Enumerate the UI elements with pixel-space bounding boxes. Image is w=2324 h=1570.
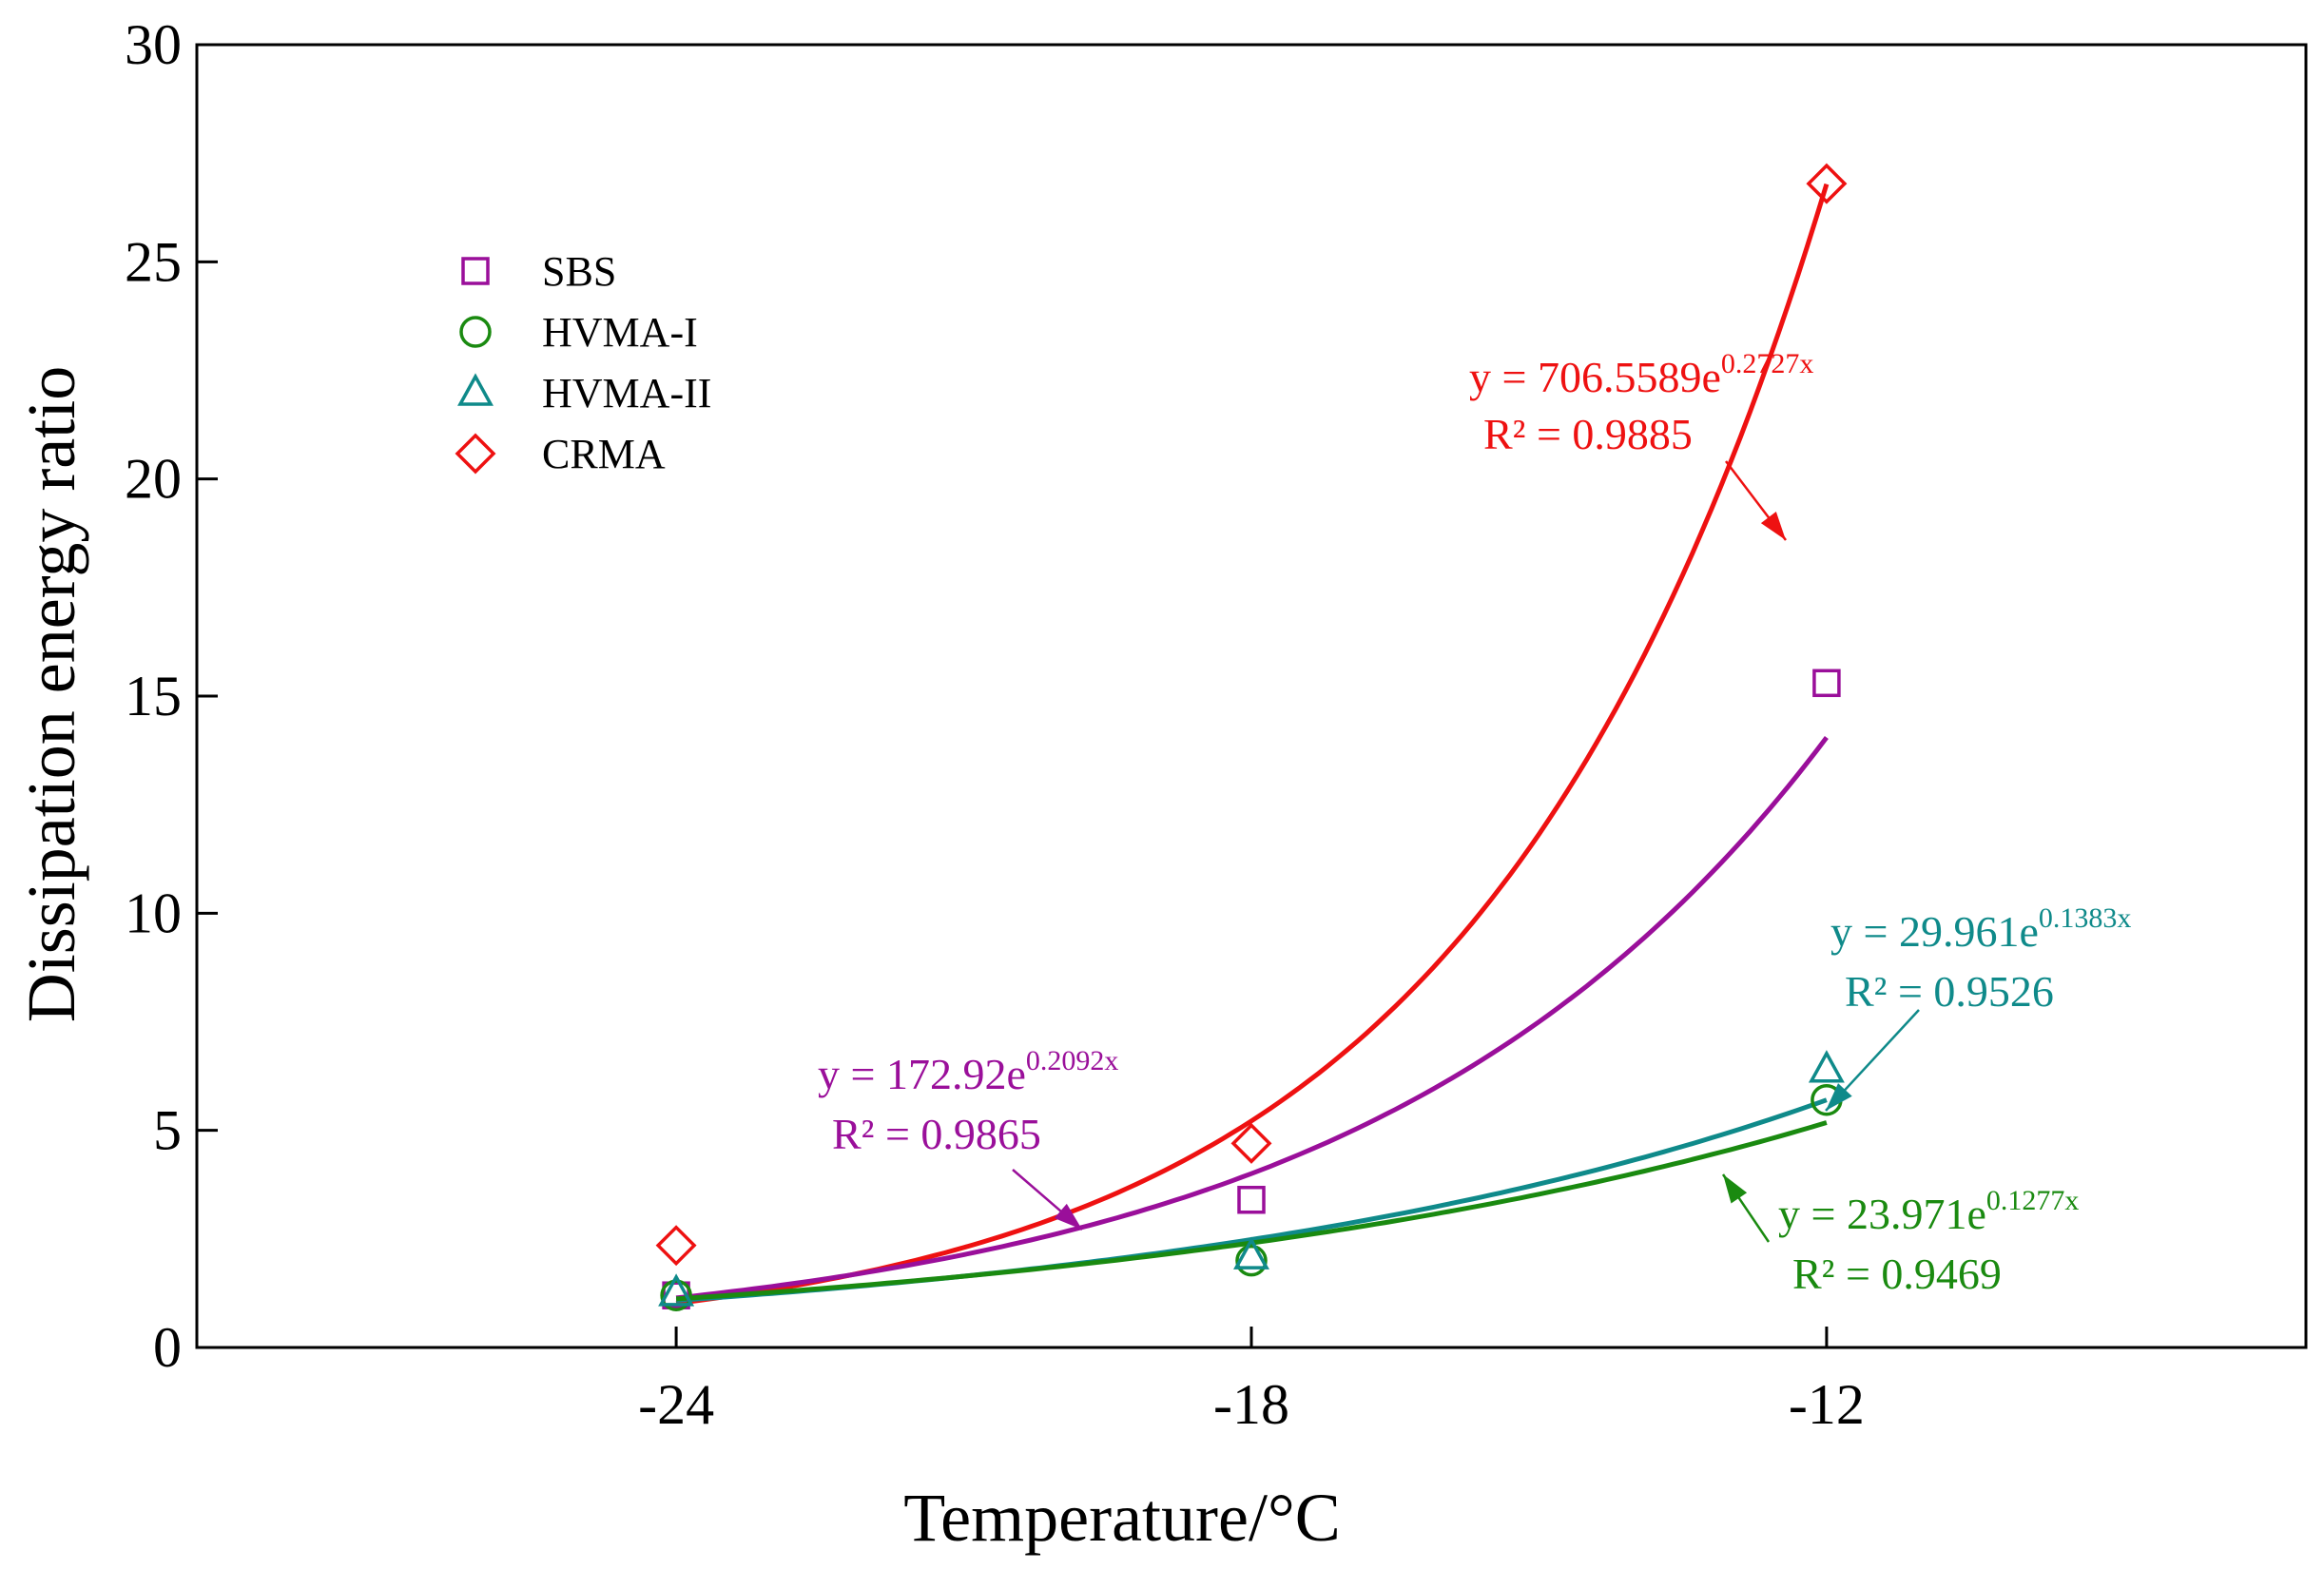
y-axis-title: Dissipation energy ratio <box>13 366 89 1023</box>
annotation-crma: y = 706.5589e0.2727x R² = 0.9885 <box>1469 348 1813 458</box>
equation-crma: y = 706.5589e0.2727x <box>1469 348 1813 401</box>
r2-sbs: R² = 0.9865 <box>832 1110 1041 1158</box>
y-tick-label: 15 <box>125 665 182 727</box>
legend-symbol-hvma-i <box>459 316 492 348</box>
arrow-hvma-i <box>1721 1173 1771 1243</box>
data-point-hvma-i <box>1235 1244 1268 1277</box>
legend: SBS HVMA-I HVMA-II CRMA <box>455 248 711 477</box>
r2-hvma-i: R² = 0.9469 <box>1792 1250 2002 1298</box>
data-point-sbs <box>1812 669 1841 698</box>
r2-crma: R² = 0.9885 <box>1483 410 1693 458</box>
arrow-head <box>1826 1083 1852 1111</box>
annotation-hvma-i: y = 23.971e0.1277x R² = 0.9469 <box>1778 1185 2079 1298</box>
legend-label-hvma-i: HVMA-I <box>542 309 698 356</box>
data-point-hvma-i <box>660 1279 692 1311</box>
x-tick-label: -18 <box>1213 1373 1289 1436</box>
data-point-hvma-ii <box>1808 1050 1845 1083</box>
r2-hvma-ii: R² = 0.9526 <box>1845 967 2054 1016</box>
legend-symbol-sbs <box>461 257 490 285</box>
annotation-hvma-ii: y = 29.961e0.1383x R² = 0.9526 <box>1830 902 2131 1016</box>
legend-label-sbs: SBS <box>542 248 616 295</box>
equation-arrows <box>1012 460 1920 1243</box>
equation-hvma-ii: y = 29.961e0.1383x <box>1830 902 2131 956</box>
data-point-sbs <box>662 1281 690 1309</box>
y-tick-label: 25 <box>125 230 182 293</box>
y-tick-label: 10 <box>125 882 182 944</box>
data-point-sbs <box>1237 1185 1266 1214</box>
x-axis-title: Temperature/°C <box>903 1480 1341 1556</box>
legend-label-hvma-ii: HVMA-II <box>542 370 711 417</box>
equation-hvma-i: y = 23.971e0.1277x <box>1778 1185 2079 1238</box>
arrow-hvma-ii <box>1825 1009 1920 1112</box>
y-tick-label: 30 <box>125 13 182 76</box>
data-point-hvma-ii <box>658 1273 695 1307</box>
arrow-head <box>1760 512 1786 540</box>
arrow-sbs <box>1012 1169 1083 1231</box>
x-tick-label: -24 <box>638 1373 714 1436</box>
arrow-head <box>1723 1174 1748 1204</box>
x-tick-label: -12 <box>1789 1373 1865 1436</box>
y-tick-label: 20 <box>125 448 182 511</box>
data-point-crma <box>655 1225 697 1267</box>
arrow-crma <box>1725 460 1787 541</box>
legend-symbol-crma <box>455 433 496 475</box>
legend-symbol-hvma-ii <box>457 373 494 406</box>
arrow-head <box>1054 1203 1082 1230</box>
equation-sbs: y = 172.92e0.2092x <box>818 1045 1118 1098</box>
annotation-sbs: y = 172.92e0.2092x R² = 0.9865 <box>818 1045 1118 1158</box>
fit-curve-sbs <box>675 735 1829 1301</box>
y-tick-label: 5 <box>153 1099 182 1162</box>
legend-label-crma: CRMA <box>542 431 666 477</box>
data-point-hvma-ii <box>1233 1236 1269 1270</box>
data-point-crma <box>1230 1122 1272 1164</box>
data-point-crma <box>1806 163 1848 204</box>
axis-ticks: 0 5 10 15 20 25 30 -24 -18 -12 <box>125 13 1865 1436</box>
y-tick-label: 0 <box>153 1316 182 1379</box>
legend-symbols <box>455 257 496 475</box>
